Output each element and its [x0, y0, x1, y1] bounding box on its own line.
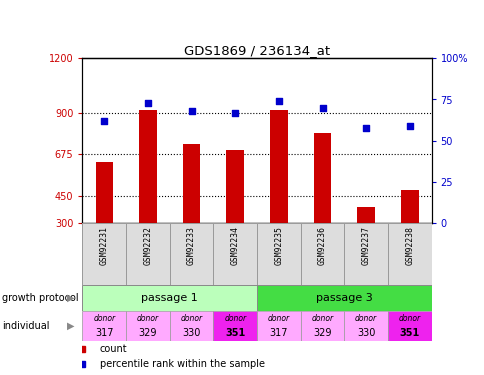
Bar: [257, 311, 300, 341]
Text: 330: 330: [182, 328, 200, 338]
Bar: [82, 311, 126, 341]
Text: donor: donor: [267, 314, 289, 323]
Bar: [344, 223, 387, 285]
Bar: [400, 190, 418, 223]
Point: [405, 123, 413, 129]
Bar: [226, 150, 243, 223]
Bar: [169, 223, 213, 285]
Text: ▶: ▶: [66, 293, 74, 303]
Bar: [313, 134, 331, 223]
Text: donor: donor: [354, 314, 377, 323]
Text: growth protocol: growth protocol: [2, 293, 79, 303]
Text: GSM92233: GSM92233: [187, 226, 196, 266]
Bar: [387, 311, 431, 341]
Text: donor: donor: [136, 314, 159, 323]
Text: ▶: ▶: [66, 321, 74, 331]
Bar: [300, 223, 344, 285]
Bar: [357, 207, 374, 223]
Text: GSM92235: GSM92235: [274, 226, 283, 266]
Point: [362, 124, 369, 130]
Bar: [344, 311, 387, 341]
Bar: [257, 223, 300, 285]
Text: donor: donor: [224, 314, 246, 323]
Text: 329: 329: [138, 328, 157, 338]
Bar: [82, 285, 257, 311]
Point: [274, 98, 282, 104]
Bar: [126, 223, 169, 285]
Text: GSM92236: GSM92236: [318, 226, 326, 266]
Text: 317: 317: [269, 328, 287, 338]
Bar: [257, 285, 431, 311]
Bar: [139, 110, 156, 223]
Text: donor: donor: [93, 314, 115, 323]
Text: GSM92238: GSM92238: [405, 226, 413, 266]
Bar: [387, 223, 431, 285]
Text: donor: donor: [180, 314, 202, 323]
Text: passage 3: passage 3: [315, 293, 372, 303]
Bar: [82, 223, 126, 285]
Bar: [182, 144, 200, 223]
Point: [100, 118, 108, 124]
Text: GSM92232: GSM92232: [143, 226, 152, 266]
Bar: [270, 110, 287, 223]
Text: individual: individual: [2, 321, 50, 331]
Bar: [126, 311, 169, 341]
Bar: [213, 311, 257, 341]
Text: 351: 351: [399, 328, 419, 338]
Point: [187, 108, 195, 114]
Text: donor: donor: [398, 314, 420, 323]
Text: GSM92231: GSM92231: [100, 226, 108, 266]
Text: 329: 329: [313, 328, 331, 338]
Text: 351: 351: [225, 328, 245, 338]
Text: GSM92234: GSM92234: [230, 226, 239, 266]
Point: [318, 105, 326, 111]
Bar: [169, 311, 213, 341]
Point: [231, 110, 239, 116]
Text: passage 1: passage 1: [141, 293, 198, 303]
Bar: [95, 162, 113, 223]
Bar: [213, 223, 257, 285]
Text: GSM92237: GSM92237: [361, 226, 370, 266]
Title: GDS1869 / 236134_at: GDS1869 / 236134_at: [183, 44, 330, 57]
Text: donor: donor: [311, 314, 333, 323]
Text: percentile rank within the sample: percentile rank within the sample: [100, 359, 264, 369]
Point: [144, 100, 151, 106]
Bar: [300, 311, 344, 341]
Text: 330: 330: [356, 328, 375, 338]
Text: 317: 317: [95, 328, 113, 338]
Text: count: count: [100, 344, 127, 354]
